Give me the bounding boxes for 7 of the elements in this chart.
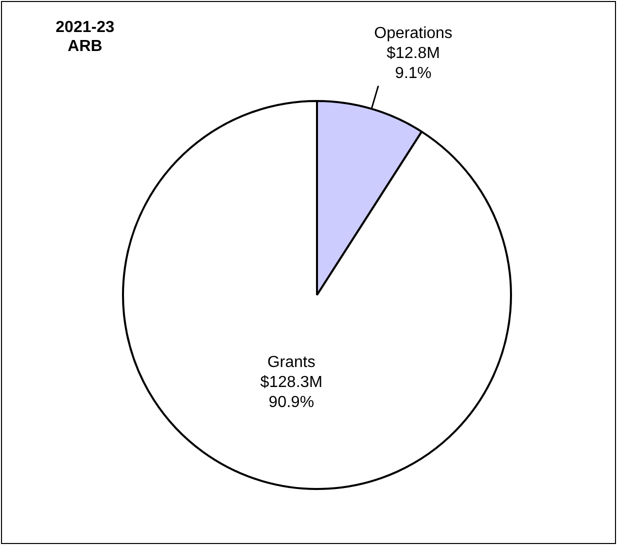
slice-label: Operations [374, 25, 452, 42]
slice-label: Grants [267, 354, 316, 371]
data-label: $128.3M [260, 374, 322, 391]
data-label: $12.8M [386, 45, 440, 62]
chart-title: 2021-23 ARB [54, 18, 116, 56]
text: 9.1% [395, 65, 432, 82]
text: 90.9% [268, 394, 314, 411]
